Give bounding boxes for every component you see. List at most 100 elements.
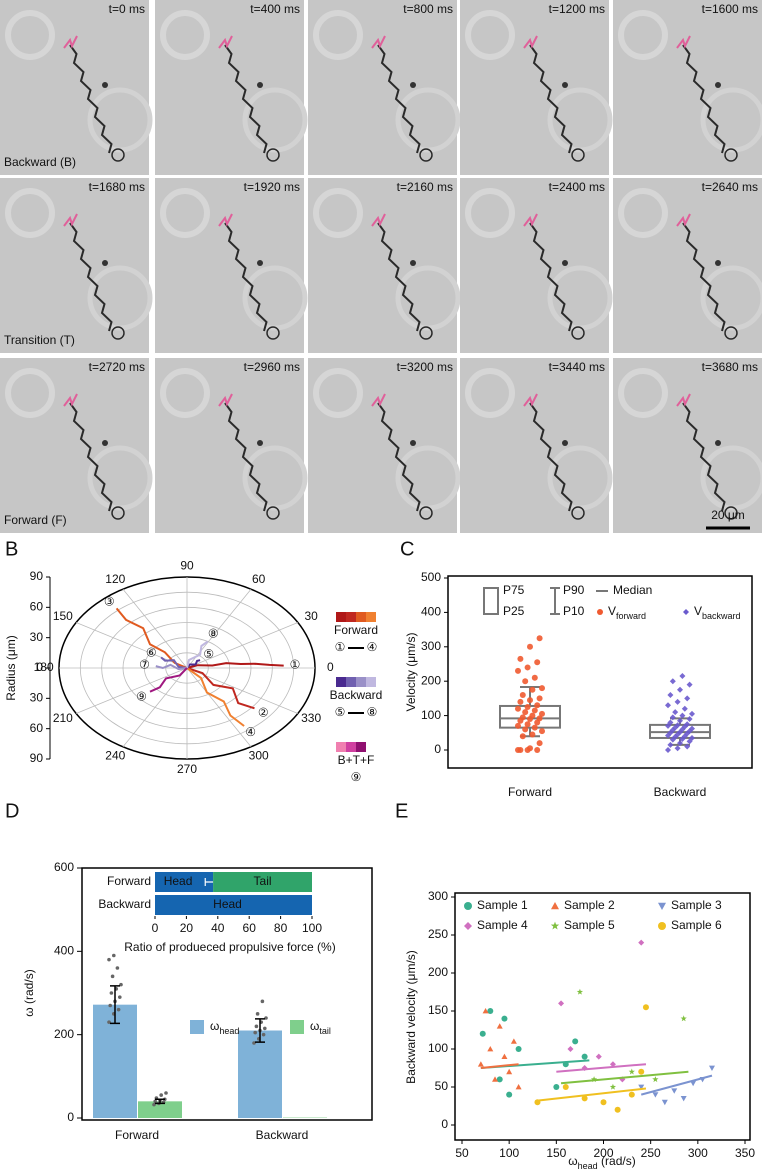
data-point (522, 678, 529, 685)
legend-range: ⑧ (367, 705, 378, 719)
data-point (522, 709, 529, 716)
legend-label: Median (613, 583, 652, 597)
data-point (254, 1024, 259, 1029)
data-point (153, 1099, 157, 1104)
legend-swatch (346, 742, 356, 752)
background-blob (618, 188, 668, 238)
error-bar (155, 1098, 165, 1105)
sperm-cell (529, 402, 573, 512)
legend-range: ① (335, 640, 346, 654)
x-tick-label: Backward (256, 1128, 309, 1142)
debris (102, 260, 108, 266)
fit-line (560, 1070, 689, 1085)
sperm-cell (682, 402, 726, 512)
data-point (638, 1068, 645, 1075)
micrograph (308, 0, 457, 175)
time-label: t=1600 ms (702, 2, 758, 16)
data-point (669, 678, 676, 685)
legend-label: Sample 2 (564, 898, 615, 912)
trajectory-label: ⑦ (139, 658, 150, 672)
data-point (522, 726, 529, 733)
sperm-cell (682, 222, 726, 332)
legend-swatch (336, 677, 346, 687)
debris (715, 440, 721, 446)
inset-x-tick-label: 20 (180, 921, 194, 935)
sperm-cell (377, 222, 421, 332)
time-label: t=3680 ms (702, 360, 758, 374)
micrograph (460, 178, 609, 353)
data-point (524, 721, 531, 728)
background-blob (313, 10, 363, 60)
y-tick-label: 500 (421, 570, 441, 584)
trajectory-label: ⑨ (136, 689, 147, 703)
legend-label: Vbackward (694, 604, 741, 621)
data-point (600, 1099, 607, 1106)
time-label: t=0 ms (109, 2, 145, 16)
data-point (674, 745, 681, 752)
x-tick-label: 350 (735, 1146, 755, 1160)
inset-x-tick-label: 40 (211, 921, 225, 935)
trajectory (186, 640, 209, 669)
data-point (531, 707, 538, 714)
x-axis-title-main: ω (568, 1154, 577, 1168)
data-point (674, 698, 681, 705)
legend-swatch (336, 612, 346, 622)
data-point (501, 1053, 508, 1059)
inset-bar-label: Tail (254, 874, 272, 888)
data-point (496, 1023, 503, 1029)
legend-label: P25 (503, 604, 525, 618)
legend-marker (683, 609, 689, 615)
sperm-tail-loop (571, 506, 585, 520)
data-point (672, 709, 679, 716)
data-point (108, 1003, 112, 1008)
data-point (529, 712, 536, 719)
background-blob (160, 188, 210, 238)
background-blob (313, 188, 363, 238)
scale-bar-label: 20 μm (711, 508, 745, 522)
micrograph (460, 358, 609, 533)
error-bar (110, 985, 120, 1025)
data-point (517, 655, 524, 662)
data-point (482, 1008, 489, 1014)
data-point (689, 734, 695, 741)
sperm-cell (69, 44, 113, 154)
row-label: Transition (T) (4, 333, 75, 347)
data-point (669, 714, 676, 721)
micrograph (460, 0, 609, 175)
legend-marker (464, 902, 472, 910)
legend-label-sub: head (219, 1026, 239, 1036)
micrograph (0, 178, 149, 353)
data-point (677, 717, 683, 724)
data-point (107, 957, 111, 962)
data-point (667, 691, 674, 698)
data-point (517, 698, 524, 705)
data-point (609, 1083, 617, 1090)
debris (102, 440, 108, 446)
sperm-tail-loop (724, 326, 738, 340)
head-trace (218, 213, 233, 227)
trajectory (186, 667, 255, 710)
debris (410, 260, 416, 266)
legend-label: Backward (330, 688, 383, 702)
data-point (581, 1095, 588, 1102)
debris (562, 440, 568, 446)
data-point (679, 712, 686, 719)
data-point (253, 1030, 257, 1035)
trajectory (155, 663, 188, 671)
data-point (501, 1015, 508, 1022)
inset-bar-label: Head (213, 897, 242, 911)
angle-tick-label: 210 (53, 711, 73, 725)
data-point (152, 1102, 156, 1107)
data-point (572, 1038, 579, 1045)
data-point (684, 721, 691, 728)
y-tick-label: 600 (54, 860, 74, 874)
data-point (515, 1046, 522, 1052)
plot-frame (447, 575, 753, 769)
legend-label: Vforward (608, 604, 646, 621)
angle-tick-label: 240 (105, 748, 125, 762)
data-point (567, 1046, 574, 1052)
debris (257, 440, 263, 446)
angle-tick-label: 120 (105, 572, 125, 586)
data-point (553, 1084, 560, 1090)
inset-x-axis-title: Ratio of produeced propulsive force (%) (124, 940, 335, 954)
